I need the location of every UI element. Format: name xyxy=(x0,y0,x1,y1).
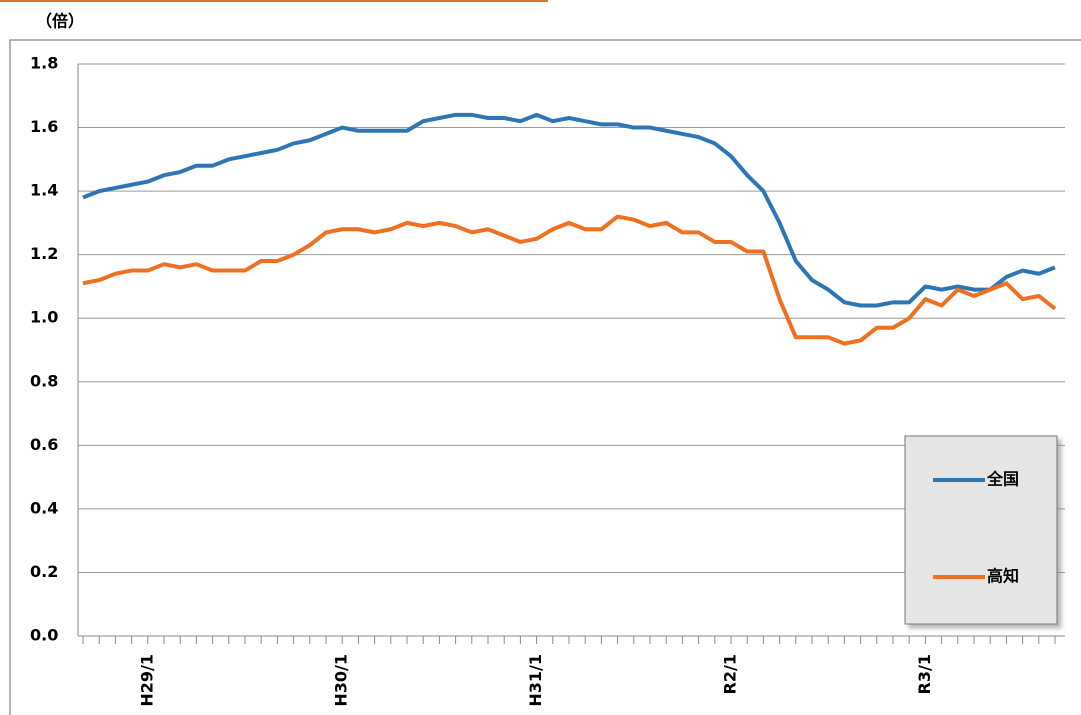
series-line xyxy=(82,112,1056,308)
y-tick-label: 0.4 xyxy=(30,498,58,517)
x-tick-label: R3/1 xyxy=(915,654,934,694)
y-axis-label: （倍） xyxy=(36,12,84,31)
y-tick-label: 0.6 xyxy=(30,435,58,454)
chart-border xyxy=(9,39,1081,715)
x-tick-label: H30/1 xyxy=(332,654,351,707)
y-tick-label: 1.0 xyxy=(30,308,58,327)
series-line xyxy=(82,214,1057,346)
y-tick-label: 1.4 xyxy=(30,181,58,200)
legend-label: 全国 xyxy=(986,470,1019,489)
legend-label: 高知 xyxy=(987,567,1019,586)
y-tick-label: 0.2 xyxy=(30,562,58,581)
y-tick-label: 0.0 xyxy=(30,626,58,645)
y-tick-label: 1.8 xyxy=(30,54,58,73)
y-tick-label: 0.8 xyxy=(30,371,58,390)
x-tick-label: H31/1 xyxy=(526,654,545,707)
legend-box xyxy=(904,435,1058,625)
y-tick-label: 1.6 xyxy=(30,117,58,136)
y-tick-label: 1.2 xyxy=(30,244,58,263)
x-tick-label: H29/1 xyxy=(137,654,156,707)
x-tick-label: R2/1 xyxy=(721,654,740,694)
